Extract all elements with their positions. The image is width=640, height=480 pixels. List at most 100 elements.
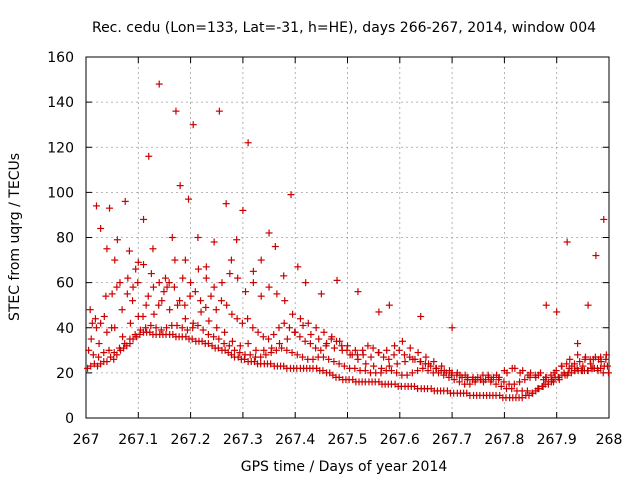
- data-point: [152, 324, 160, 332]
- data-point: [210, 238, 218, 246]
- data-point: [147, 270, 155, 278]
- data-point: [155, 279, 163, 287]
- data-point: [136, 326, 144, 334]
- data-point: [236, 342, 244, 350]
- data-point: [547, 371, 555, 379]
- data-point: [595, 355, 603, 363]
- data-point: [86, 306, 94, 314]
- data-point: [398, 337, 406, 345]
- data-point: [335, 360, 343, 368]
- data-point: [215, 107, 223, 115]
- data-point: [100, 312, 108, 320]
- data-point: [510, 380, 518, 388]
- data-point: [244, 139, 252, 147]
- data-point: [147, 321, 155, 329]
- data-point: [171, 256, 179, 264]
- data-point: [227, 256, 235, 264]
- data-point: [536, 369, 544, 377]
- data-points: [84, 80, 612, 402]
- data-point: [222, 200, 230, 208]
- x-tick-label: 267.1: [118, 432, 158, 448]
- data-point: [257, 353, 265, 361]
- data-point: [242, 288, 250, 296]
- data-point: [173, 321, 181, 329]
- data-point: [121, 340, 129, 348]
- grid: [86, 57, 609, 418]
- x-tick-label: 267.2: [171, 432, 211, 448]
- data-point: [126, 319, 134, 327]
- data-point: [424, 367, 432, 375]
- data-point: [369, 344, 377, 352]
- data-point: [220, 340, 228, 348]
- data-point: [469, 373, 477, 381]
- data-point: [571, 367, 579, 375]
- data-point: [406, 344, 414, 352]
- data-point: [500, 378, 508, 386]
- data-point: [380, 353, 388, 361]
- data-point: [108, 290, 116, 298]
- data-point: [336, 337, 344, 345]
- data-point: [188, 335, 196, 343]
- data-point: [223, 301, 231, 309]
- x-tick-label: 267.9: [537, 432, 577, 448]
- data-point: [155, 80, 163, 88]
- data-point: [523, 387, 531, 395]
- data-point: [589, 364, 597, 372]
- data-point: [194, 234, 202, 241]
- data-point: [584, 301, 592, 309]
- data-point: [142, 301, 150, 309]
- data-point: [532, 373, 540, 381]
- data-point: [110, 355, 118, 363]
- data-point: [221, 328, 229, 336]
- data-point: [270, 331, 278, 339]
- data-point: [592, 252, 600, 260]
- data-point: [197, 297, 205, 305]
- data-point: [189, 121, 197, 129]
- data-point: [387, 367, 395, 375]
- data-point: [299, 321, 307, 329]
- data-point: [85, 346, 93, 354]
- data-point: [176, 297, 184, 305]
- data-point: [194, 321, 202, 329]
- data-point: [129, 283, 137, 291]
- data-point: [108, 324, 116, 332]
- data-point: [302, 279, 310, 287]
- data-point: [603, 362, 611, 370]
- data-point: [319, 367, 327, 375]
- data-point: [330, 358, 338, 366]
- data-point: [239, 206, 247, 214]
- data-point: [516, 369, 524, 377]
- data-point: [181, 301, 189, 309]
- data-point: [204, 331, 212, 339]
- data-point: [414, 367, 422, 375]
- data-point: [145, 152, 153, 160]
- data-point: [228, 337, 236, 345]
- data-point: [401, 351, 409, 359]
- data-point: [244, 315, 252, 323]
- data-point: [430, 358, 438, 366]
- data-point: [214, 344, 222, 352]
- data-point: [271, 243, 279, 251]
- x-tick-label: 267.6: [380, 432, 420, 448]
- data-point: [293, 351, 301, 359]
- data-point: [497, 382, 505, 390]
- chart-title: Rec. cedu (Lon=133, Lat=-31, h=HE), days…: [92, 20, 596, 36]
- data-point: [234, 274, 242, 282]
- data-point: [189, 319, 197, 327]
- y-tick-label: 0: [65, 411, 74, 427]
- y-tick-label: 60: [56, 276, 74, 292]
- data-point: [335, 373, 343, 381]
- data-point: [92, 202, 100, 210]
- data-point: [432, 364, 440, 372]
- x-tick-label: 267.8: [484, 432, 524, 448]
- data-point: [296, 315, 304, 323]
- data-point: [493, 371, 501, 379]
- data-point: [89, 351, 97, 359]
- data-point: [574, 351, 582, 359]
- data-point: [540, 376, 548, 384]
- data-point: [518, 394, 526, 402]
- data-point: [87, 362, 95, 370]
- data-point: [294, 263, 302, 271]
- data-point: [176, 182, 184, 190]
- data-point: [132, 265, 140, 273]
